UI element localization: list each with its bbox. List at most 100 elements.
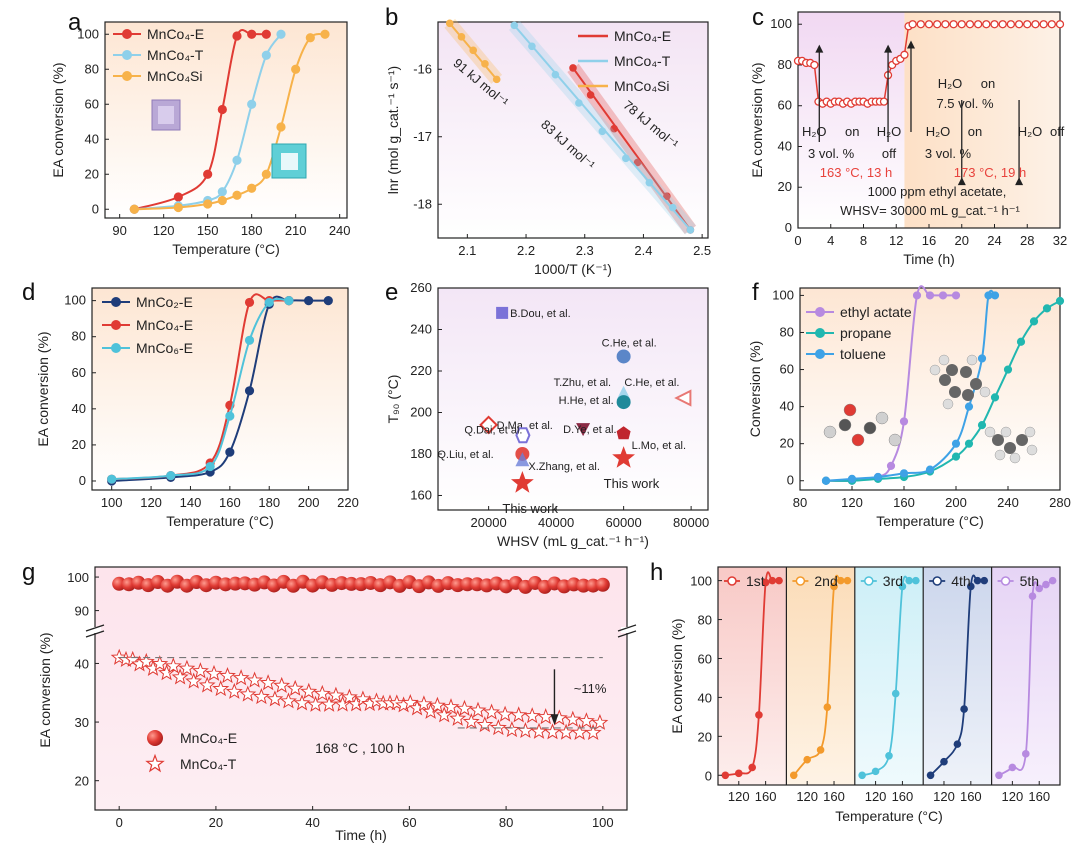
x-tick-label: 100 — [101, 495, 123, 510]
y-tick-label: 0 — [705, 768, 712, 783]
data-point — [1055, 296, 1065, 306]
x-tick-label: 2.4 — [634, 243, 652, 258]
x-tick-label: 20000 — [471, 515, 507, 530]
data-point-star — [469, 701, 487, 718]
x-tick-label: 120 — [728, 789, 750, 804]
data-point — [203, 199, 213, 209]
x-axis-label: 1000/T (K⁻¹) — [534, 261, 612, 277]
molecule-atom — [942, 398, 954, 410]
data-point — [990, 20, 999, 29]
data-point — [912, 576, 920, 585]
x-tick-label: 100 — [592, 815, 614, 830]
panel-label: d — [22, 279, 35, 306]
annotation: H₂O — [1018, 124, 1043, 139]
data-point — [1028, 592, 1037, 600]
data-point — [965, 20, 975, 29]
y-tick-label: 40 — [780, 399, 794, 414]
y-tick-label: 80 — [698, 613, 712, 628]
point-label: L.Mo, et al. — [632, 440, 686, 452]
data-point-star — [435, 706, 453, 723]
legend-entry: 2nd — [814, 573, 837, 589]
event-arrowhead — [1015, 177, 1024, 186]
feed-condition: 1000 ppm ethyl acetate, — [868, 184, 1007, 199]
data-point-star — [483, 703, 501, 720]
data-point — [823, 703, 832, 711]
data-point-star — [354, 690, 372, 707]
molecule-atom — [979, 386, 991, 398]
legend-marker — [815, 328, 825, 338]
data-point — [967, 582, 975, 591]
point-label: Q.Liu, et al. — [437, 449, 493, 461]
data-point — [1031, 20, 1040, 29]
x-tick-label: 160 — [960, 789, 982, 804]
data-point-sphere — [460, 577, 475, 592]
y-tick-label: 0 — [92, 201, 99, 216]
data-point — [1035, 584, 1044, 593]
data-point-star — [185, 672, 203, 689]
data-point — [924, 20, 934, 29]
event-arrowhead — [815, 44, 824, 53]
annotation: 3 vol. % — [808, 146, 855, 161]
data-point — [598, 127, 607, 136]
x-tick-label: 120 — [841, 495, 863, 510]
data-point — [951, 452, 961, 461]
data-point — [232, 190, 242, 200]
y-tick-label: 60 — [778, 98, 792, 113]
data-point — [873, 472, 883, 482]
x-tick-label: 180 — [241, 223, 263, 238]
legend-marker — [111, 320, 121, 330]
data-point — [900, 50, 909, 59]
legend-marker — [111, 297, 121, 307]
data-point — [980, 576, 989, 585]
data-point — [789, 771, 798, 780]
data-point — [964, 402, 974, 411]
y-tick-label: 40 — [85, 131, 99, 146]
data-point — [933, 20, 942, 29]
y-tick-label: 240 — [410, 321, 432, 336]
data-point — [663, 192, 671, 200]
data-point-star — [266, 690, 284, 707]
data-point-star — [286, 679, 304, 696]
data-point — [1014, 20, 1024, 29]
data-point-star — [584, 723, 602, 741]
legend-entry: MnCo₂-E — [136, 294, 193, 310]
x-tick-label: 240 — [329, 223, 351, 238]
data-point-star — [300, 682, 318, 699]
data-point — [492, 75, 501, 84]
cycle-background — [718, 567, 787, 785]
axis-break-gap — [89, 627, 101, 633]
molecule-atom — [949, 386, 961, 398]
data-point — [244, 386, 255, 396]
scatter-point — [515, 427, 531, 444]
data-point — [1055, 20, 1065, 29]
x-tick-label: 160 — [823, 789, 845, 804]
y-tick-label: 100 — [77, 26, 99, 41]
data-point — [244, 335, 255, 345]
x-tick-label: 60000 — [606, 515, 642, 530]
data-point — [323, 296, 333, 306]
data-point — [899, 469, 909, 478]
point-label: This work — [604, 476, 660, 491]
cycle-background — [854, 567, 924, 785]
x-tick-label: 28 — [1020, 233, 1034, 248]
x-tick-label: 2.1 — [458, 243, 476, 258]
legend-marker — [111, 343, 121, 353]
legend-entry: MnCo₆-E — [136, 340, 193, 356]
legend-marker — [147, 730, 163, 746]
data-point — [457, 33, 466, 41]
point-label: X.Zhang, et al. — [528, 461, 600, 473]
plot-frame — [437, 287, 709, 511]
panel-f: 80 120 160 200 240 280 0 20 40 60 80 100 ethyl actat… — [747, 279, 1071, 529]
x-tick-label: 12 — [889, 233, 903, 248]
data-point — [225, 447, 235, 457]
x-axis-label: Temperature (°C) — [876, 513, 984, 529]
data-point — [886, 461, 896, 471]
point-label: T.Zhu, et al. — [554, 377, 611, 389]
y-tick-label: 220 — [410, 363, 432, 378]
x-axis-label: Time (h) — [335, 827, 387, 843]
data-point-star — [577, 712, 595, 729]
legend-entry: MnCo₄-E — [614, 28, 671, 44]
x-tick-label: 160 — [755, 789, 777, 804]
data-point — [964, 439, 974, 448]
data-point — [957, 20, 966, 29]
